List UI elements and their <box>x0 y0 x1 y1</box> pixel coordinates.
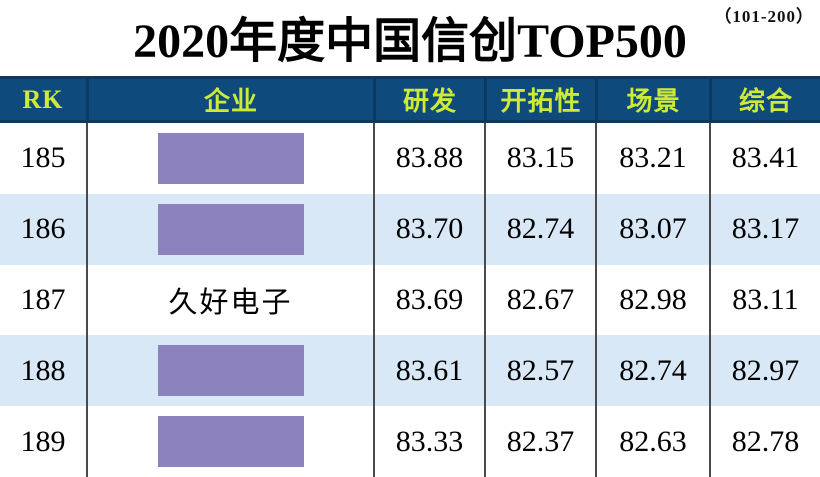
table-row: 186 83.70 82.74 83.07 83.17 <box>0 193 820 265</box>
ranking-table: RK 企业 研发 开拓性 场景 综合 185 83.88 83.15 83.21 83.41 186… <box>0 76 820 477</box>
table-row: 187 久好电子 83.69 82.67 82.98 83.11 <box>0 264 820 336</box>
column-header-scene: 场景 <box>595 79 709 120</box>
company-cell <box>86 193 373 265</box>
column-header-rd: 研发 <box>373 79 484 120</box>
rd-cell: 83.70 <box>373 193 484 265</box>
rk-cell: 189 <box>20 424 66 458</box>
company-cell <box>86 335 373 407</box>
pioneer-cell: 82.74 <box>484 193 595 265</box>
redacted-company-box <box>157 132 304 184</box>
overall-cell: 82.78 <box>709 406 820 477</box>
redacted-company-box <box>157 345 304 397</box>
table-row: 188 83.61 82.57 82.74 82.97 <box>0 335 820 407</box>
table-header-row: RK 企业 研发 开拓性 场景 综合 <box>0 76 820 123</box>
scene-cell: 82.63 <box>595 406 709 477</box>
page-title: 2020年度中国信创TOP500 <box>133 15 687 68</box>
overall-cell: 83.11 <box>709 264 820 336</box>
scene-cell: 83.07 <box>595 193 709 265</box>
table-row: 189 83.33 82.37 82.63 82.78 <box>0 406 820 477</box>
pioneer-cell: 83.15 <box>484 123 595 194</box>
pioneer-cell: 82.37 <box>484 406 595 477</box>
column-header-pioneer: 开拓性 <box>484 79 595 120</box>
scene-cell: 82.74 <box>595 335 709 407</box>
company-cell <box>86 123 373 194</box>
overall-cell: 83.17 <box>709 193 820 265</box>
column-header-company: 企业 <box>86 79 373 120</box>
rd-cell: 83.69 <box>373 264 484 336</box>
rk-cell: 188 <box>20 353 66 387</box>
company-cell: 久好电子 <box>86 264 373 336</box>
scene-cell: 82.98 <box>595 264 709 336</box>
scene-cell: 83.21 <box>595 123 709 194</box>
overall-cell: 83.41 <box>709 123 820 194</box>
table-row: 185 83.88 83.15 83.21 83.41 <box>0 123 820 194</box>
rd-cell: 83.88 <box>373 123 484 194</box>
rk-cell: 187 <box>20 282 66 316</box>
company-cell <box>86 406 373 477</box>
rank-range-note: （101-200） <box>714 7 814 26</box>
rk-cell: 186 <box>20 212 66 246</box>
rd-cell: 83.61 <box>373 335 484 407</box>
table-body: 185 83.88 83.15 83.21 83.41 186 83.70 82.74 83.0… <box>0 123 820 477</box>
redacted-company-box <box>157 416 304 468</box>
company-name: 久好电子 <box>168 286 293 319</box>
redacted-company-box <box>157 203 304 255</box>
pioneer-cell: 82.67 <box>484 264 595 336</box>
rk-cell: 185 <box>20 141 66 175</box>
overall-cell: 82.97 <box>709 335 820 407</box>
rd-cell: 83.33 <box>373 406 484 477</box>
column-header-overall: 综合 <box>709 79 820 120</box>
pioneer-cell: 82.57 <box>484 335 595 407</box>
column-header-rk: RK <box>22 84 64 114</box>
